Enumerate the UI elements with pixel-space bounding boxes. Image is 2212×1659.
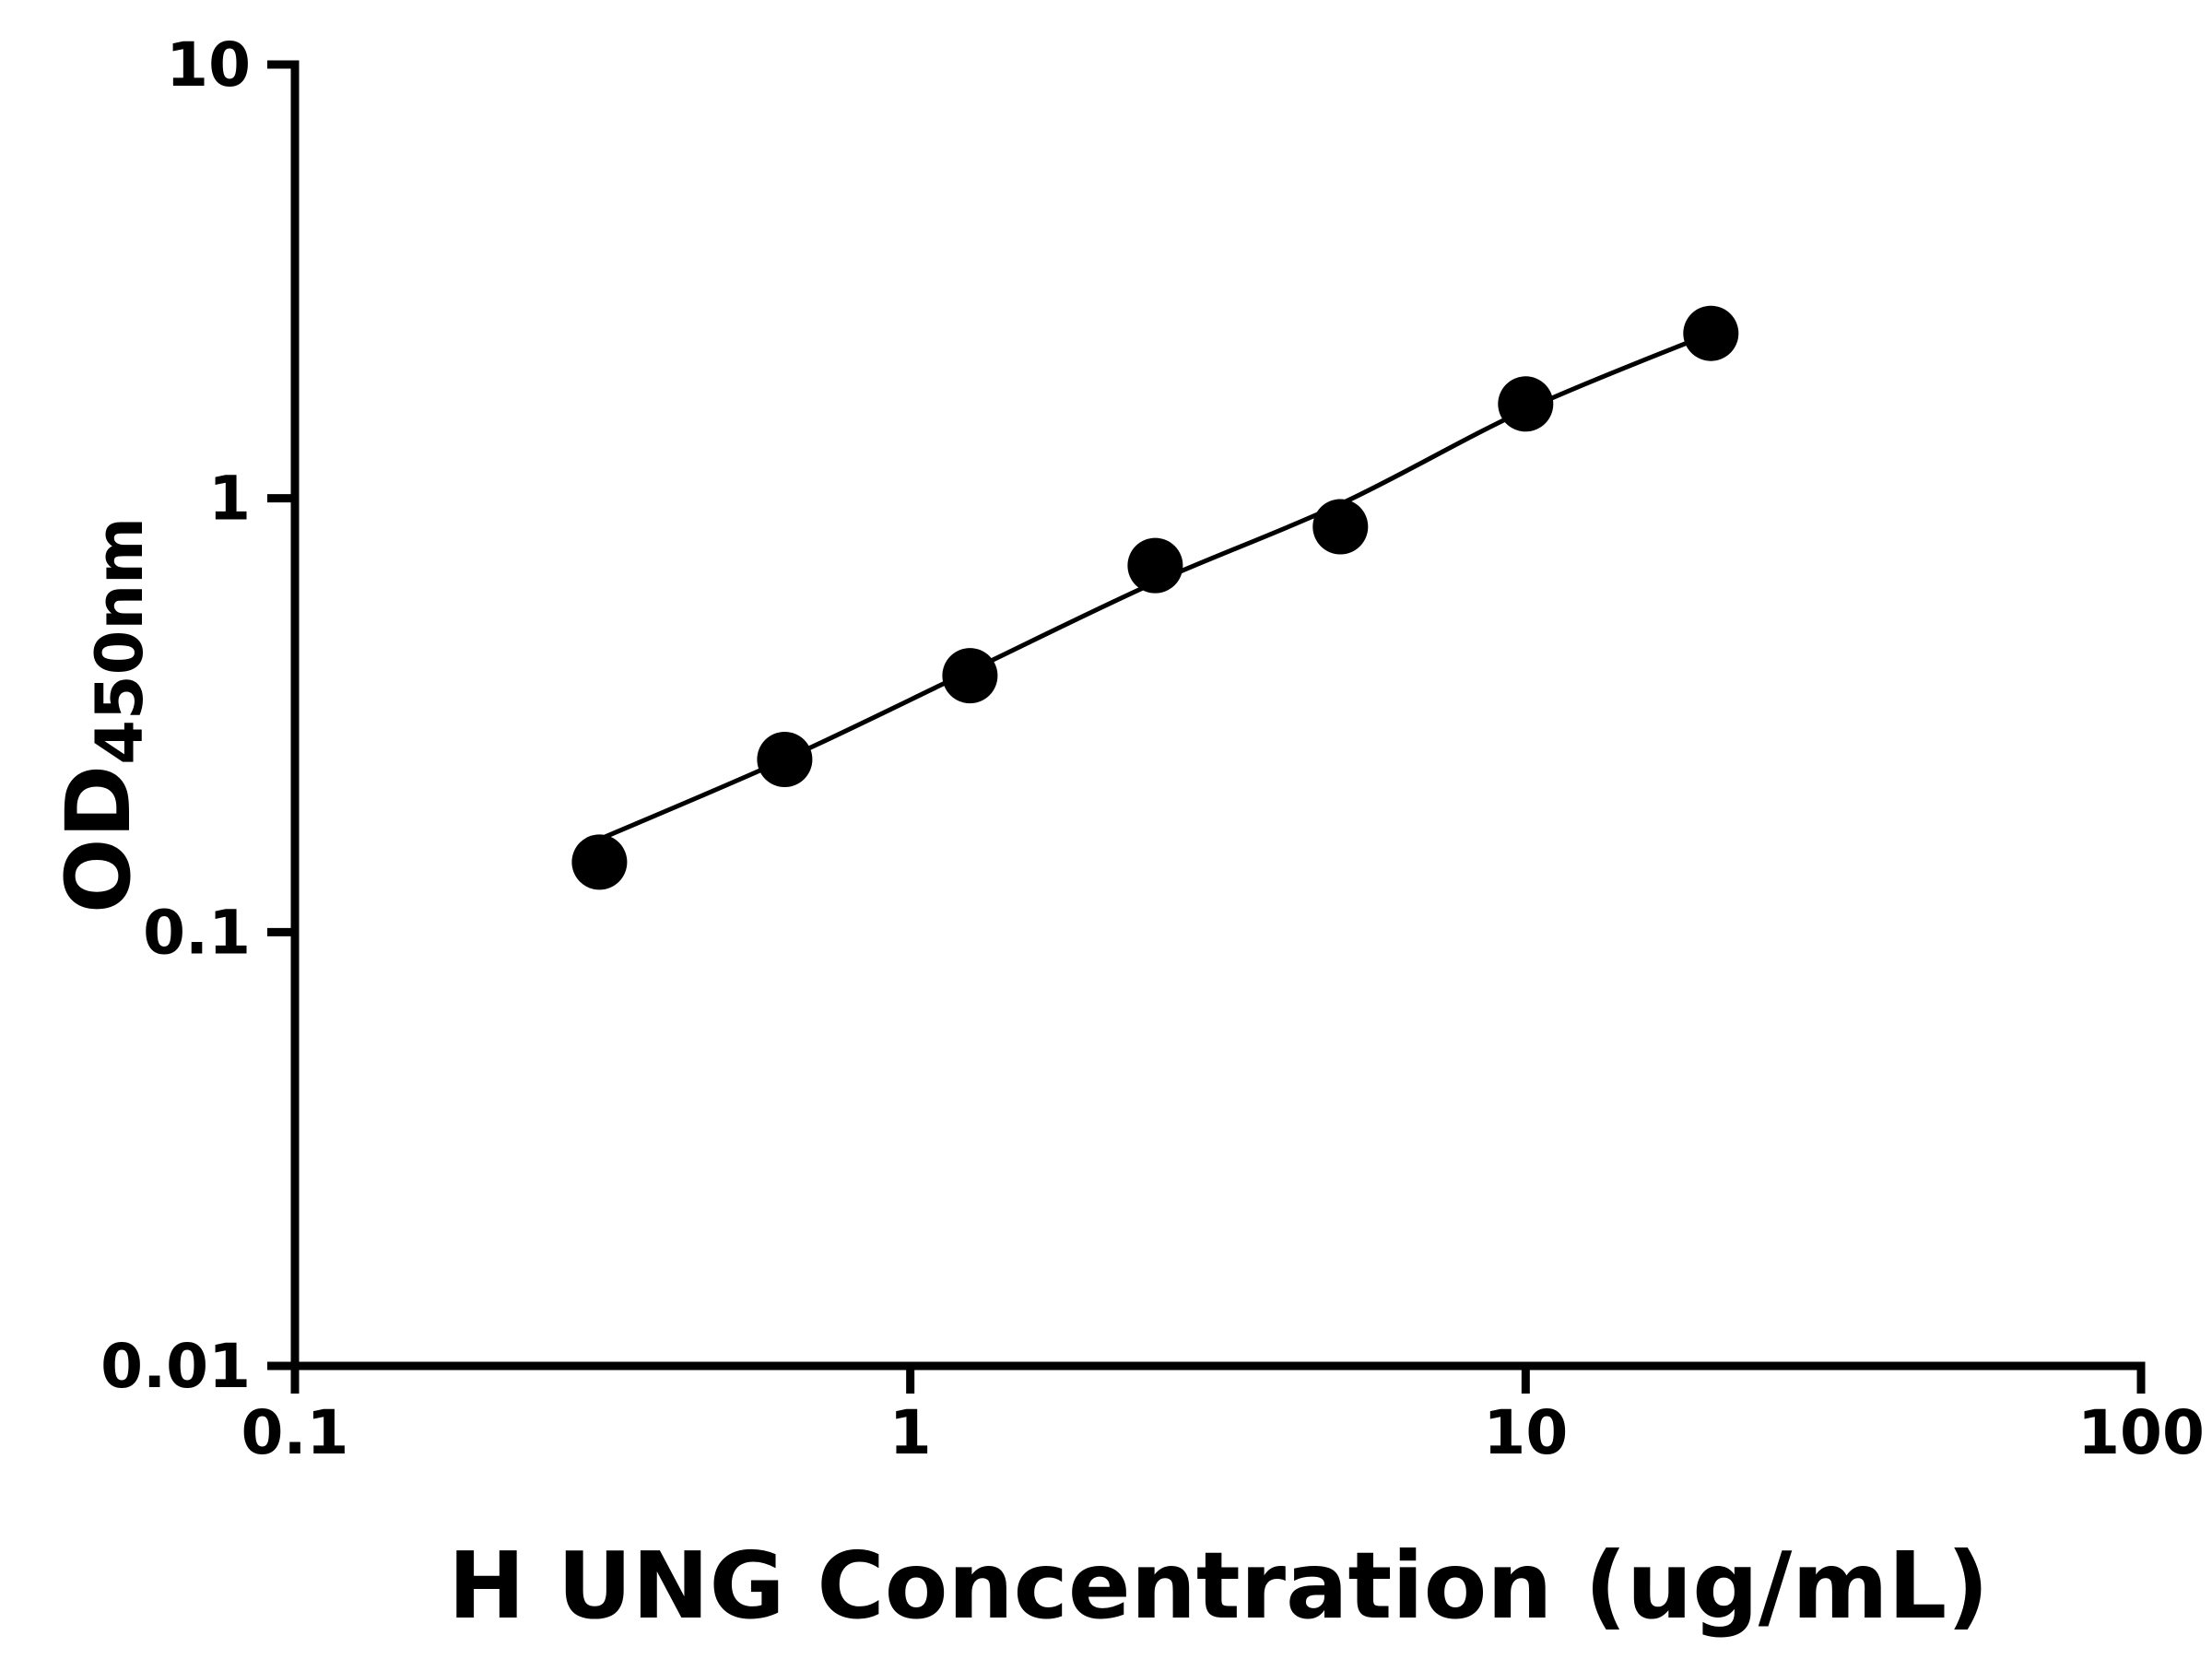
x-tick-label: 100 — [2077, 1397, 2205, 1468]
data-point — [1683, 305, 1739, 361]
x-axis-title: H UNG Concentration (ug/mL) — [448, 1532, 1989, 1640]
data-point — [942, 648, 998, 704]
y-tick-label: 1 — [208, 464, 251, 535]
data-point — [757, 732, 813, 787]
y-axis-title-subscript: 450nm — [82, 517, 158, 765]
data-point — [1127, 537, 1183, 594]
y-axis-title: OD450nm — [47, 517, 158, 913]
axis-lines — [290, 60, 2146, 1371]
y-tick-label: 0.01 — [100, 1331, 251, 1402]
x-axis-ticks: 0.1 1 10 100 — [241, 1366, 2205, 1468]
x-tick-label: 1 — [889, 1397, 932, 1468]
axes — [290, 60, 2146, 1371]
data-point — [1498, 376, 1554, 432]
y-tick-label: 0.1 — [143, 897, 251, 968]
data-point — [1312, 499, 1369, 555]
x-tick-label: 0.1 — [241, 1397, 349, 1468]
data-point — [571, 834, 628, 890]
y-tick-label: 10 — [166, 29, 251, 100]
x-tick-label: 10 — [1483, 1397, 1568, 1468]
data-points-group — [571, 305, 1739, 890]
y-axis-ticks: 0.01 0.1 1 10 — [100, 29, 295, 1402]
y-axis-title-main: OD — [47, 765, 150, 913]
